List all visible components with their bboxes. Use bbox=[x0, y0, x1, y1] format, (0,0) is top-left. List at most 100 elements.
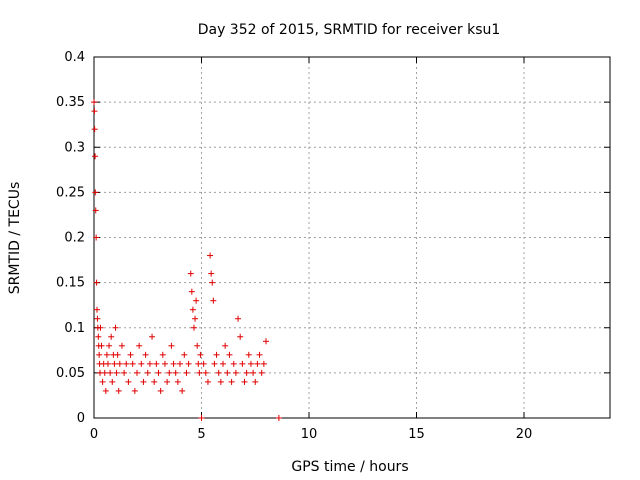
y-axis: 0 0.05 0.1 0.15 0.2 0.25 0.3 0.35 0.4 bbox=[56, 50, 610, 426]
data-point bbox=[166, 369, 173, 376]
x-tick-label: 15 bbox=[408, 427, 425, 442]
data-point bbox=[197, 351, 204, 358]
data-point bbox=[254, 360, 261, 367]
data-point bbox=[142, 351, 149, 358]
data-point bbox=[92, 189, 99, 196]
data-point bbox=[113, 369, 120, 376]
data-point bbox=[235, 315, 242, 322]
data-point bbox=[250, 369, 257, 376]
data-point bbox=[188, 288, 195, 295]
data-point bbox=[107, 369, 114, 376]
data-point bbox=[136, 342, 143, 349]
data-point bbox=[123, 360, 130, 367]
data-point bbox=[179, 387, 186, 394]
data-point bbox=[121, 369, 128, 376]
data-point bbox=[237, 333, 244, 340]
data-point bbox=[172, 369, 179, 376]
data-point bbox=[275, 415, 282, 421]
data-point bbox=[209, 279, 216, 286]
y-tick-label: 0.15 bbox=[56, 276, 85, 291]
data-point bbox=[127, 351, 134, 358]
data-point bbox=[194, 342, 201, 349]
data-point bbox=[118, 342, 125, 349]
data-point bbox=[263, 338, 269, 345]
data-point bbox=[155, 369, 162, 376]
data-point bbox=[134, 369, 140, 376]
data-point bbox=[101, 369, 108, 376]
data-point bbox=[192, 315, 199, 322]
y-tick-label: 0 bbox=[77, 411, 85, 426]
data-point bbox=[97, 324, 104, 331]
data-point bbox=[222, 342, 229, 349]
data-point bbox=[93, 234, 100, 241]
data-point bbox=[224, 369, 231, 376]
data-point bbox=[252, 378, 259, 385]
data-point bbox=[164, 378, 171, 385]
data-point bbox=[111, 360, 118, 367]
data-point bbox=[131, 387, 138, 394]
data-point bbox=[108, 333, 115, 340]
y-tick-label: 0.2 bbox=[64, 231, 85, 246]
data-point bbox=[94, 315, 101, 322]
data-point bbox=[190, 324, 197, 331]
data-point bbox=[99, 378, 106, 385]
data-point bbox=[115, 387, 122, 394]
data-point bbox=[153, 360, 160, 367]
data-point bbox=[138, 360, 145, 367]
data-point bbox=[96, 351, 103, 358]
data-point bbox=[98, 342, 105, 349]
data-point bbox=[91, 99, 97, 106]
data-point bbox=[174, 378, 181, 385]
data-point bbox=[241, 378, 248, 385]
data-point bbox=[161, 360, 168, 367]
data-point bbox=[185, 360, 192, 367]
data-point bbox=[217, 378, 224, 385]
data-point bbox=[260, 360, 267, 367]
data-point bbox=[226, 351, 233, 358]
data-point bbox=[91, 126, 98, 133]
data-point bbox=[140, 378, 147, 385]
y-tick-label: 0.1 bbox=[64, 321, 85, 336]
x-tick-label: 0 bbox=[90, 427, 98, 442]
data-point bbox=[125, 378, 132, 385]
data-point bbox=[213, 351, 220, 358]
data-point bbox=[159, 351, 166, 358]
data-point bbox=[92, 153, 99, 160]
data-point bbox=[95, 333, 102, 340]
data-point bbox=[144, 369, 151, 376]
data-point bbox=[245, 351, 252, 358]
data-point bbox=[102, 387, 109, 394]
data-point bbox=[104, 360, 111, 367]
data-point bbox=[195, 360, 202, 367]
data-point bbox=[157, 387, 164, 394]
data-point bbox=[215, 369, 222, 376]
data-point bbox=[129, 360, 136, 367]
data-point bbox=[200, 360, 207, 367]
data-point bbox=[112, 324, 119, 331]
data-points bbox=[91, 99, 282, 421]
y-tick-label: 0.35 bbox=[56, 95, 85, 110]
data-point bbox=[93, 279, 100, 286]
x-tick-label: 5 bbox=[197, 427, 205, 442]
data-point bbox=[151, 378, 158, 385]
grid-lines bbox=[94, 57, 610, 418]
data-point bbox=[193, 297, 200, 304]
data-point bbox=[204, 378, 211, 385]
data-point bbox=[256, 351, 263, 358]
data-point bbox=[208, 270, 215, 277]
data-point bbox=[103, 351, 110, 358]
data-point bbox=[232, 369, 239, 376]
data-point bbox=[177, 360, 183, 367]
data-point bbox=[109, 378, 116, 385]
data-point bbox=[114, 351, 121, 358]
x-tick-label: 20 bbox=[516, 427, 533, 442]
data-point bbox=[183, 369, 190, 376]
data-point bbox=[230, 360, 237, 367]
chart-title: Day 352 of 2015, SRMTID for receiver ksu… bbox=[198, 22, 501, 38]
data-point bbox=[207, 252, 214, 259]
x-axis-label: GPS time / hours bbox=[291, 459, 408, 475]
data-point bbox=[91, 108, 98, 115]
y-tick-label: 0.25 bbox=[56, 185, 85, 200]
data-point bbox=[211, 360, 218, 367]
